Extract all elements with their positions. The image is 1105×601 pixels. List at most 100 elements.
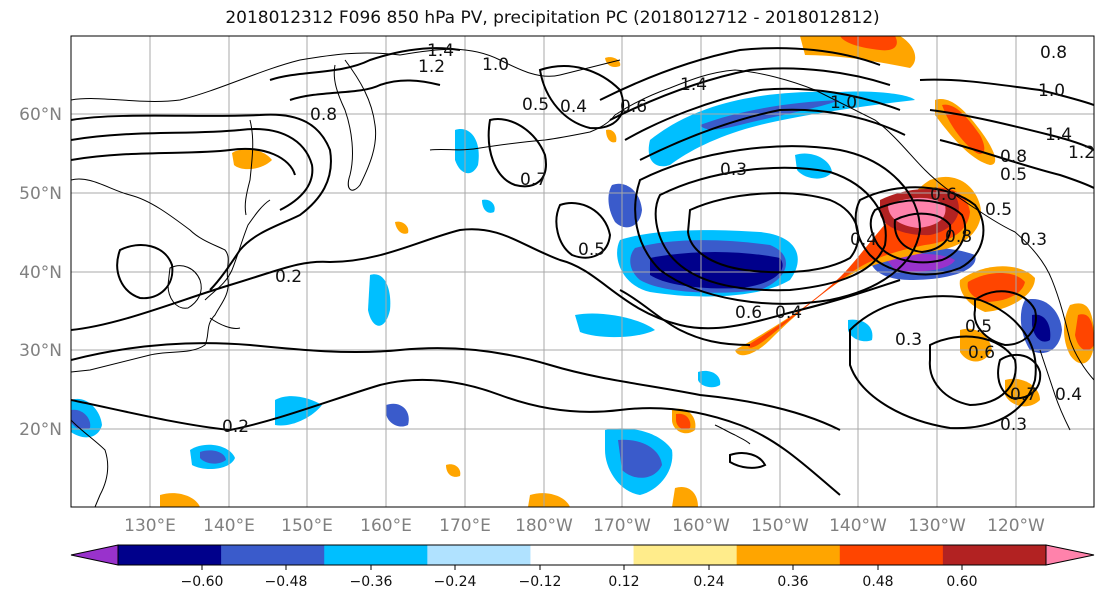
colorbar-extend-high — [1045, 544, 1095, 566]
pv-contour-nested — [609, 67, 891, 121]
coastlines — [71, 48, 1094, 507]
contour-label: 0.8 — [1000, 147, 1027, 167]
colorbar-tick-label: 0.12 — [608, 574, 639, 590]
lat-label: 30°N — [19, 341, 62, 361]
colorbar-tick-label: 0.48 — [862, 574, 893, 590]
contour-label: 0.4 — [775, 303, 802, 323]
contour-label: 1.0 — [482, 55, 509, 75]
pv-contour-ring — [997, 353, 1042, 400]
negative-anomaly-shading — [648, 91, 915, 167]
pv-contour-nested — [71, 148, 296, 176]
colorbar-cell — [839, 545, 944, 565]
colorbar-cell — [530, 545, 635, 565]
colorbar-cell — [324, 545, 428, 565]
lat-label: 60°N — [19, 105, 62, 125]
contour-label: 0.6 — [620, 97, 647, 117]
positive-anomaly-shading — [676, 413, 691, 430]
pv-contour-ring — [538, 65, 625, 130]
pv-contour-0.2 — [71, 228, 901, 331]
colorbar-cell — [942, 545, 1047, 565]
colorbar-tick-label: 0.60 — [946, 574, 977, 590]
colorbar-ticks — [201, 565, 963, 570]
contour-label: 0.4 — [1055, 385, 1082, 405]
negative-anomaly-shading — [368, 274, 391, 326]
positive-anomaly-shading — [1075, 314, 1094, 351]
map-title: 2018012312 F096 850 hPa PV, precipitatio… — [225, 8, 880, 28]
pv-contour-ring — [869, 199, 967, 264]
negative-anomaly-shading — [575, 313, 655, 338]
contour-label: 1.0 — [830, 93, 857, 113]
pv-contour-0.2 — [71, 342, 841, 431]
positive-anomaly-shading — [160, 493, 200, 507]
contour-label: 0.6 — [930, 185, 957, 205]
latitude-labels: 60°N 50°N 40°N 30°N 20°N — [19, 105, 62, 440]
contour-label: 0.8 — [945, 227, 972, 247]
coastline-japan — [204, 199, 271, 329]
contour-label: 0.7 — [520, 170, 547, 190]
colorbar-tick-label: −0.12 — [519, 574, 562, 590]
colorbar-extend-low — [70, 544, 119, 566]
positive-anomaly-shading — [672, 486, 698, 507]
pv-contour-nested — [269, 47, 461, 81]
negative-anomaly-shading — [608, 183, 642, 228]
positive-anomaly-shading — [840, 36, 897, 51]
lat-label: 50°N — [19, 184, 62, 204]
contour-label: 1.2 — [1068, 143, 1095, 163]
contour-label: 0.5 — [1000, 165, 1027, 185]
coastline-korea — [167, 265, 202, 309]
contour-label: 0.5 — [985, 200, 1012, 220]
lon-label: 130°E — [124, 516, 176, 536]
graticule — [71, 36, 1094, 507]
colorbar-tick-label: 0.36 — [777, 574, 808, 590]
pv-contour-ring — [849, 295, 1037, 430]
pv-contour-nested — [619, 289, 751, 346]
contour-label: 0.6 — [968, 343, 995, 363]
contour-label: 1.4 — [1045, 125, 1072, 145]
negative-anomaly-shading — [698, 370, 721, 388]
colorbar-tick-label: −0.48 — [265, 574, 308, 590]
lon-label: 130°W — [908, 516, 966, 536]
contour-label: 0.8 — [310, 105, 337, 125]
lon-label: 160°E — [360, 516, 412, 536]
colorbar-cell — [118, 545, 222, 565]
colorbar-cell — [633, 545, 738, 565]
pv-contour-nested — [71, 113, 332, 291]
contour-label: 1.2 — [418, 57, 445, 77]
lon-label: 170°W — [593, 516, 651, 536]
pv-contour-ring — [634, 145, 922, 305]
colorbar-cell — [427, 545, 531, 565]
contour-label: 0.8 — [1040, 43, 1067, 63]
longitude-labels: 130°E 140°E 150°E 160°E 170°E 180°W 170°… — [124, 516, 1045, 536]
contour-label-group: 1.4 1.2 1.0 0.8 0.5 0.4 0.6 1.4 1.0 0.8 … — [222, 41, 1095, 437]
pv-contour-nested — [939, 139, 1094, 189]
negative-anomaly-shading — [386, 403, 409, 427]
pv-contour-ring — [654, 166, 887, 292]
contour-label: 0.4 — [850, 230, 877, 250]
pv-contour-nested — [729, 452, 767, 469]
contour-label: 0.6 — [735, 303, 762, 323]
coastline-kamchatka — [333, 59, 377, 191]
positive-anomaly-shading — [942, 104, 985, 155]
contour-label: 0.5 — [578, 240, 605, 260]
colorbar-tick-label: 0.24 — [693, 574, 724, 590]
contour-label: 1.0 — [1038, 81, 1065, 101]
lon-label: 170°E — [439, 516, 491, 536]
contour-label: 1.4 — [680, 75, 707, 95]
positive-anomaly-shading — [1005, 378, 1040, 407]
contour-label: 0.7 — [1010, 385, 1037, 405]
negative-anomaly-shading — [618, 439, 662, 478]
contour-label: 0.3 — [720, 160, 747, 180]
pv-contour-nested — [289, 79, 441, 101]
lat-label: 40°N — [19, 263, 62, 283]
lon-label: 140°W — [829, 516, 887, 536]
lon-label: 150°W — [751, 516, 809, 536]
contour-label: 0.5 — [965, 317, 992, 337]
coastline-north-america — [1014, 231, 1094, 381]
positive-anomaly-shading — [446, 464, 461, 477]
coastline-philippines — [71, 419, 109, 507]
negative-anomaly-shading — [455, 129, 479, 174]
negative-anomaly-shading — [200, 450, 226, 464]
colorbar-cells — [118, 545, 1047, 565]
contour-label: 0.2 — [275, 267, 302, 287]
